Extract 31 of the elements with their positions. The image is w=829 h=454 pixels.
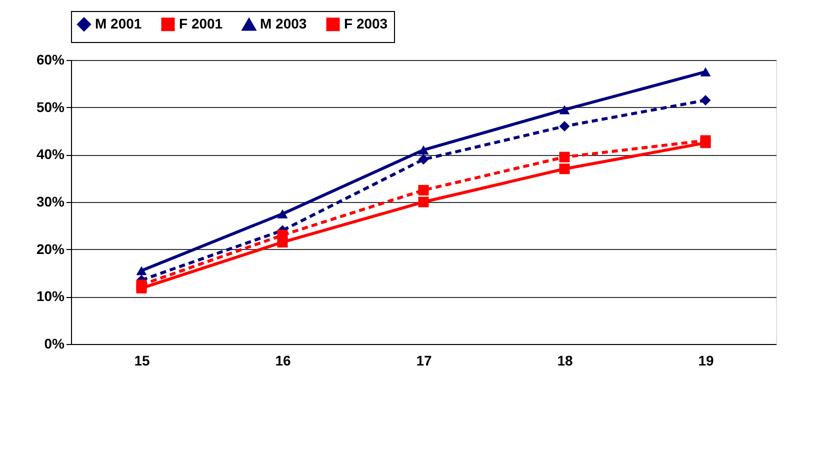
point (559, 121, 570, 132)
point (277, 236, 288, 248)
y-tick-label: 10% (36, 288, 66, 304)
y-tick-label: 20% (36, 240, 66, 257)
x-tick-label: 16 (275, 352, 291, 368)
y-tick-label: 30% (36, 194, 66, 210)
point (418, 196, 429, 208)
y-tick-label: 60% (36, 52, 66, 68)
point (559, 152, 570, 162)
point (700, 67, 711, 76)
point (136, 282, 147, 294)
point (277, 209, 288, 218)
x-tick-label: 15 (134, 352, 150, 368)
legend-label: M 2001 (95, 15, 142, 32)
x-tick-label: 19 (698, 352, 714, 368)
point (418, 184, 429, 196)
point (559, 164, 570, 174)
point (559, 105, 570, 114)
y-tick-label: 50% (36, 98, 66, 115)
legend-label: F 2001 (179, 15, 223, 32)
legend-label: F 2003 (344, 15, 388, 32)
y-tick-label: 0% (44, 336, 66, 352)
x-tick-label: 17 (416, 352, 432, 368)
point (418, 145, 429, 154)
legend-label: M 2003 (260, 16, 307, 32)
point (418, 154, 429, 165)
x-tick-label: 18 (557, 352, 573, 368)
point (700, 94, 711, 106)
y-tick-label: 40% (36, 146, 66, 162)
point (700, 138, 711, 148)
point (136, 266, 147, 276)
